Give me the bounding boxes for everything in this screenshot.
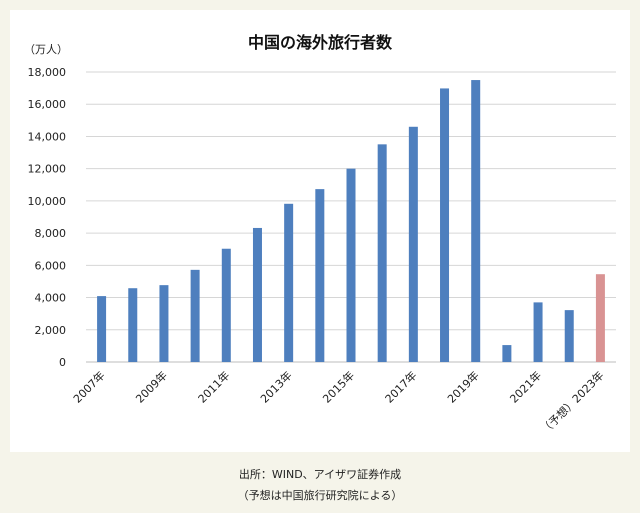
y-tick-label: 18,000 xyxy=(28,66,67,79)
bar xyxy=(315,189,325,362)
y-tick-label: 6,000 xyxy=(35,259,67,272)
bar xyxy=(252,227,262,362)
bar xyxy=(97,296,107,362)
bar xyxy=(564,310,574,362)
y-tick-label: 16,000 xyxy=(28,98,67,111)
x-tick-label: 2013年 xyxy=(257,368,294,405)
x-tick-label: 2015年 xyxy=(320,368,357,405)
bar xyxy=(408,126,418,363)
bar xyxy=(284,203,294,362)
bar xyxy=(346,168,356,362)
x-tick-label: 2011年 xyxy=(195,368,232,405)
bar xyxy=(221,248,231,362)
bar xyxy=(471,80,481,363)
bar xyxy=(190,269,200,362)
x-tick-label: 2009年 xyxy=(133,368,170,405)
y-axis-unit-label: （万人） xyxy=(24,43,68,56)
bar xyxy=(502,345,512,362)
y-tick-labels: 0 2,000 4,000 6,000 8,000 10,000 12,000 14,000 1… xyxy=(28,66,67,369)
x-tick-label: 2017年 xyxy=(382,368,419,405)
x-tick-label: 2007年 xyxy=(70,368,107,405)
y-tick-label: 14,000 xyxy=(28,130,67,143)
x-tick-label: （予想）2023年 xyxy=(538,368,607,437)
chart-panel: 中国の海外旅行者数 （万人） 0 2,000 4,000 6,000 8,000 10,0… xyxy=(10,10,630,452)
bar xyxy=(128,288,138,362)
bars xyxy=(97,80,605,363)
chart-title: 中国の海外旅行者数 xyxy=(248,33,393,52)
x-tick-label: 2019年 xyxy=(444,368,481,405)
bar xyxy=(440,88,450,362)
bar xyxy=(159,285,169,362)
y-tick-label: 2,000 xyxy=(35,324,67,337)
x-tick-labels: 2007年 2009年 2011年 2013年 2015年 2017年 2019年 2021年… xyxy=(70,368,606,437)
forecast-note: （予想は中国旅行研究院による） xyxy=(237,489,403,502)
source-note: 出所：WIND、アイザワ証券作成 xyxy=(238,468,402,481)
bar-chart: 中国の海外旅行者数 （万人） 0 2,000 4,000 6,000 8,000 10,0… xyxy=(24,33,616,437)
y-tick-label: 4,000 xyxy=(35,292,67,305)
bar xyxy=(377,144,387,362)
y-tick-label: 8,000 xyxy=(35,227,67,240)
y-tick-label: 10,000 xyxy=(28,195,67,208)
bar xyxy=(533,302,543,362)
y-tick-label: 12,000 xyxy=(28,163,67,176)
y-tick-label: 0 xyxy=(59,356,66,369)
bar-forecast xyxy=(595,274,605,362)
x-tick-label: 2021年 xyxy=(507,368,544,405)
